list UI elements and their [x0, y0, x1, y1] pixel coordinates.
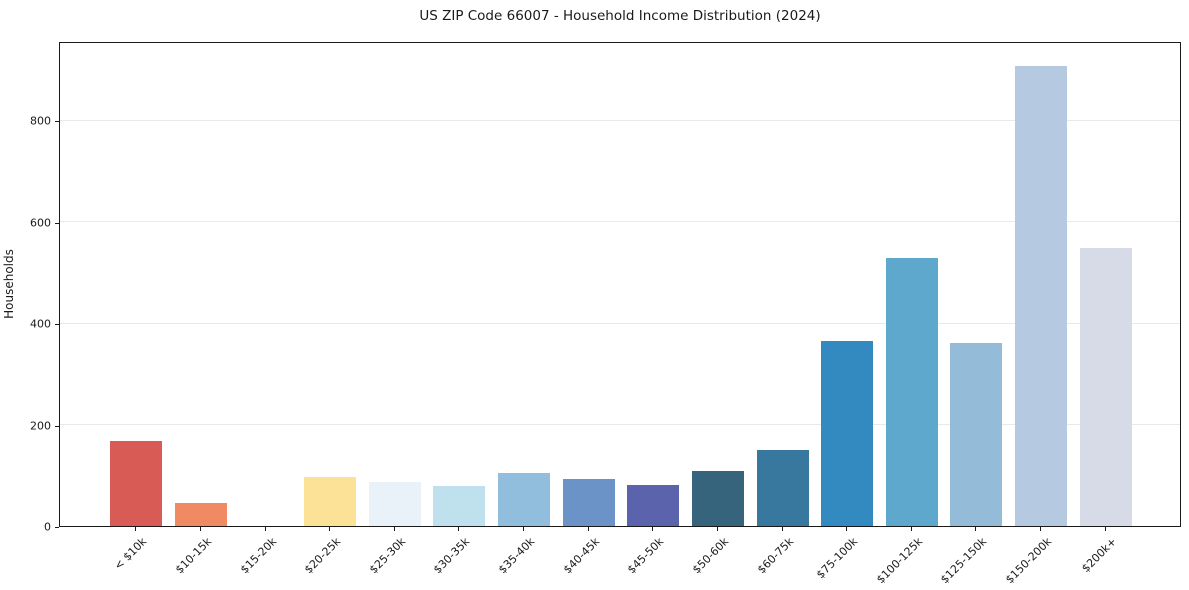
bar-11: [756, 449, 809, 526]
bar-5: [368, 481, 421, 526]
y-tick-mark: [55, 425, 59, 427]
x-tick-label: $20-25k: [302, 535, 344, 577]
y-tick-label: 800: [30, 114, 51, 128]
x-tick-label: $25-30k: [366, 535, 409, 577]
bar-16: [1079, 248, 1132, 526]
gridline: [60, 424, 1180, 426]
bar-2: [174, 502, 227, 526]
y-tick-mark: [55, 324, 59, 326]
x-tick-label: $75-100k: [814, 535, 861, 582]
bar-6: [433, 486, 486, 526]
x-tick-label: < $10k: [111, 535, 150, 573]
gridline: [60, 119, 1180, 121]
x-tick-mark: [329, 527, 331, 531]
x-tick-label: $30-35k: [431, 535, 473, 577]
x-tick-mark: [1040, 527, 1042, 531]
x-tick-label: $200k+: [1078, 535, 1119, 576]
bar-4: [304, 476, 357, 526]
x-tick-mark: [716, 527, 718, 531]
bar-10: [691, 471, 744, 526]
x-tick-mark: [393, 527, 395, 531]
x-tick-mark: [523, 527, 525, 531]
x-tick-mark: [587, 527, 589, 531]
y-tick-label: 200: [30, 419, 51, 433]
y-tick-mark: [55, 527, 59, 528]
gridline: [60, 322, 1180, 324]
y-tick-label: 600: [30, 216, 51, 230]
x-tick-mark: [264, 527, 266, 531]
bar-1: [110, 440, 163, 526]
x-tick-mark: [781, 527, 783, 531]
y-tick-mark: [55, 222, 59, 224]
x-tick-mark: [1104, 527, 1106, 531]
x-tick-mark: [199, 527, 201, 531]
x-tick-label: $45-50k: [625, 535, 667, 577]
bar-9: [627, 484, 680, 526]
x-tick-label: $40-45k: [560, 535, 602, 577]
bar-8: [562, 478, 615, 526]
x-tick-mark: [135, 527, 137, 531]
x-tick-label: $100-125k: [873, 535, 926, 587]
plot-area: [59, 42, 1181, 527]
x-tick-label: $60-75k: [754, 535, 796, 577]
x-tick-label: $150-200k: [1003, 535, 1055, 587]
bar-14: [950, 343, 1003, 526]
x-tick-label: $35-40k: [495, 535, 538, 577]
x-tick-mark: [910, 527, 912, 531]
bar-15: [1015, 65, 1068, 526]
x-tick-mark: [458, 527, 460, 531]
x-tick-label: $15-20k: [237, 535, 279, 577]
x-tick-mark: [975, 527, 977, 531]
bar-13: [885, 257, 938, 526]
x-tick-label: $50-60k: [689, 535, 732, 577]
x-tick-mark: [846, 527, 848, 531]
chart-title: US ZIP Code 66007 - Household Income Dis…: [419, 8, 821, 24]
y-tick-label: 400: [30, 317, 51, 331]
y-axis-label: Households: [2, 249, 16, 319]
gridline: [60, 221, 1180, 223]
x-tick-label: $10-15k: [172, 535, 215, 577]
x-tick-label: $125-150k: [938, 535, 990, 587]
y-tick-label: 0: [44, 520, 51, 534]
bar-12: [821, 340, 874, 526]
bar-7: [498, 472, 551, 526]
x-tick-mark: [652, 527, 654, 531]
y-tick-mark: [55, 121, 59, 123]
